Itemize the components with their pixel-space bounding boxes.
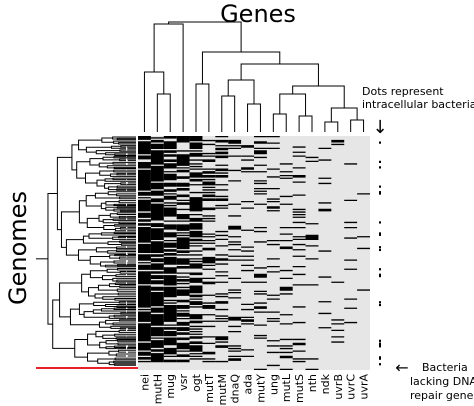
gene-dendrogram-branch [168,21,242,52]
intracellular-dot [379,363,381,366]
heatmap-column-dnaQ [228,139,242,361]
heatmap-column-mutM [215,136,229,363]
intracellular-dot [379,273,381,276]
gene-dendrogram-branch [292,85,345,108]
heatmap-column-mutY [254,136,267,370]
gene-label-uvrA: uvrA [358,374,371,400]
gene-label-dnaQ: dnaQ [229,374,242,404]
arrow-down-icon: ↓ [372,117,387,138]
gene-dendrogram-branch [156,93,171,132]
gene-label-mug: mug [164,374,177,399]
intracellular-dot [379,342,381,345]
gene-dendrogram-branch [221,95,236,132]
heatmap-column-mutT [202,139,216,363]
genomes-title: Genomes [4,191,32,305]
gene-dendrogram-branch [279,93,307,116]
intracellular-dot [379,303,381,307]
intracellular-dot [379,268,381,271]
heatmap-column-nei [138,136,151,363]
intracellular-dot [379,345,381,348]
gene-label-ada: ada [242,374,255,394]
dots-annotation-line2: intracellular bacteria [362,98,474,111]
gene-dendrogram-branch [298,115,313,132]
gene-dendrogram-branch [227,79,255,104]
intracellular-dot [379,275,381,278]
heatmap-cells [138,136,370,370]
heatmap-column-mug [163,136,177,363]
intracellular-dot [379,232,381,235]
gene-label-nth: nth [306,374,319,392]
intracellular-dot [379,191,381,194]
intracellular-dot [379,356,381,359]
gene-label-ndk: ndk [319,373,332,394]
gene-label-mutH: mutH [151,374,164,404]
intracellular-dot [379,192,381,195]
dots-annotation-line1: Dots represent [362,85,444,98]
genes-title: Genes [220,0,296,28]
genome-dendrogram-branches [47,136,136,366]
gene-dendrogram [143,21,365,132]
intracellular-dot [379,248,381,252]
gene-label-mutM: mutM [216,374,229,406]
gene-dendrogram-branch [195,83,210,132]
gene-label-ung: ung [267,374,280,395]
intracellular-dot [379,185,381,188]
gene-dendrogram-branch [153,23,184,132]
bacteria-annotation-line2: lacking DNA [410,375,474,388]
intracellular-dot [379,166,381,169]
gene-label-vsr: vsr [177,374,190,391]
heatmap-column-mutL [279,163,293,370]
intracellular-dot [379,233,381,236]
gene-label-nei: nei [138,374,151,391]
intracellular-dot [379,357,381,360]
heatmap-column-vsr [176,136,190,363]
heatmap-column-ogt [189,136,203,360]
intracellular-dots [379,141,381,366]
intracellular-dot [379,221,381,224]
heatmap-column-ndk [318,147,332,329]
genome-dendrogram [36,136,136,366]
gene-dendrogram-branch [324,121,339,132]
gene-label-ogt: ogt [190,373,203,392]
heatmap-column-mutS [292,146,306,363]
gene-dendrogram-branch [272,113,287,132]
gene-dendrogram-branch [247,103,261,132]
gene-label-mutT: mutT [203,374,216,403]
intracellular-dot [379,141,381,144]
intracellular-dot [379,246,381,249]
intracellular-dot [379,301,381,304]
gene-dendrogram-branch [143,71,165,132]
gene-label-uvrC: uvrC [345,374,358,400]
heatmap-column-mutH [150,137,164,363]
gene-label-mutL: mutL [280,373,293,402]
arrow-left-icon: ← [395,358,408,377]
intracellular-dot [379,343,381,347]
intracellular-dot [379,339,381,342]
gene-dendrogram-branch [350,119,365,132]
gene-label-mutS: mutS [293,374,306,403]
gene-label-mutY: mutY [254,374,267,403]
gene-label-uvrB: uvrB [332,374,345,400]
heatmap-column-ada [241,145,254,357]
intracellular-dot [379,160,381,163]
gene-labels: nei mutH mug vsr ogt mutT mutM dnaQ ada mutY ung mu… [138,373,370,405]
gene-dendrogram-branch [240,63,319,86]
bacteria-annotation-line1: Bacteria [422,361,468,374]
bacteria-annotation-line3: repair genes [410,389,474,402]
